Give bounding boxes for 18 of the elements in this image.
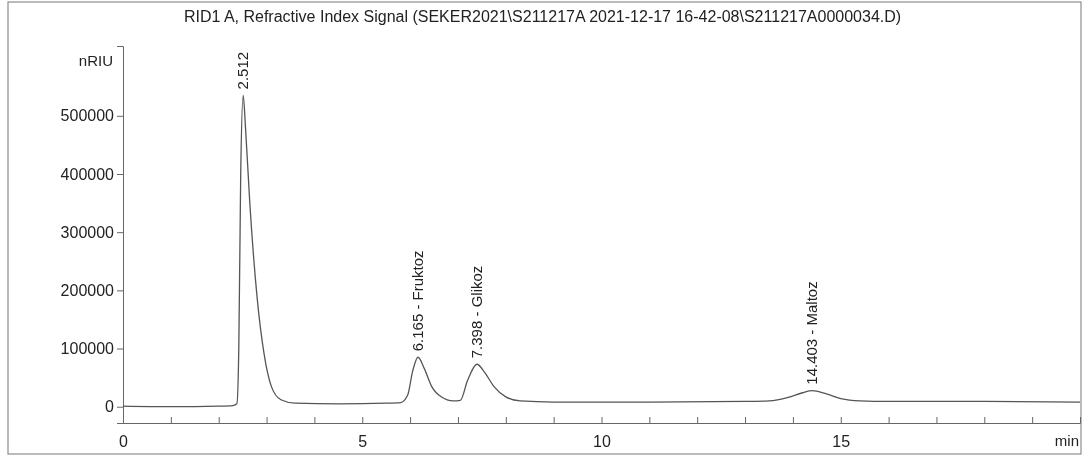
- y-tick-label: 400000: [60, 165, 115, 183]
- y-tick-label: 200000: [60, 281, 115, 299]
- y-axis-title: nRIU: [78, 52, 113, 69]
- annotation: 14.403 - Maltoz: [803, 281, 821, 385]
- y-tick-label: 300000: [60, 223, 115, 241]
- annotation: 7.398 - Glikoz: [467, 265, 485, 359]
- y-tick-label: 500000: [60, 107, 115, 125]
- y-tick-label: 0: [105, 398, 115, 416]
- annotation: 2.512: [234, 51, 252, 90]
- x-tick-label: 5: [358, 432, 368, 450]
- x-axis-title: min: [1054, 432, 1079, 449]
- chart-title: RID1 A, Refractive Index Signal (SEKER2021\S211217A 2021-12-17 16-42-08\S211217A0000034.D): [183, 8, 902, 25]
- annotation: 6.165 - Fruktoz: [409, 250, 426, 352]
- y-tick-label: 100000: [60, 340, 115, 358]
- x-tick-label: 15: [832, 432, 851, 450]
- line-series: [122, 94, 1081, 408]
- x-tick-label: 10: [593, 432, 611, 450]
- x-tick-label: 0: [119, 432, 129, 450]
